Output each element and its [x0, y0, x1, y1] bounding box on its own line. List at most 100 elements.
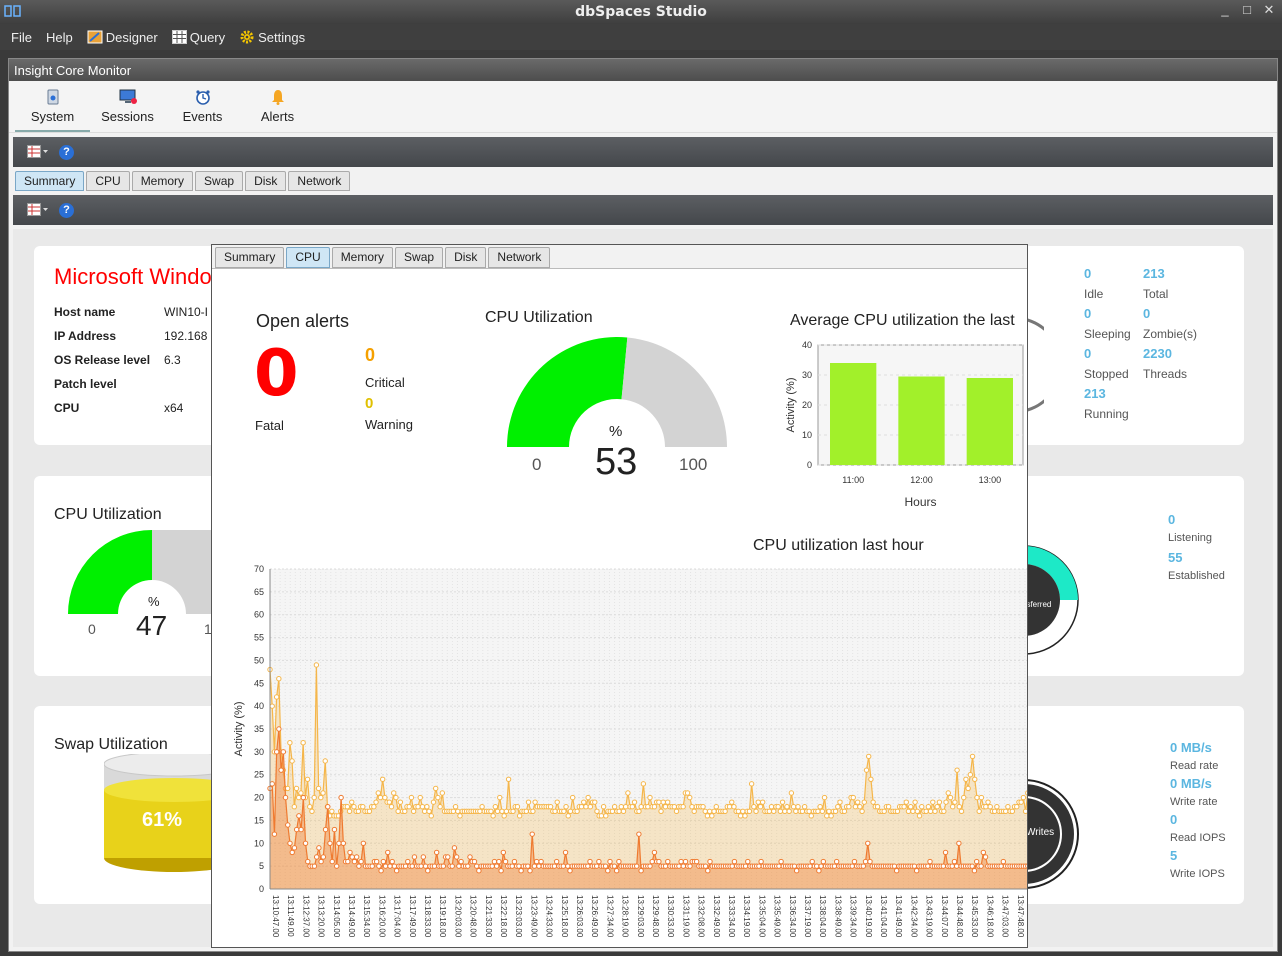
help-icon[interactable]: ? — [59, 144, 74, 160]
os-title: Microsoft Windo — [54, 264, 212, 289]
summary-toolbar: ? — [13, 195, 1273, 225]
menu-settings[interactable]: Settings — [232, 29, 312, 45]
tab-memory[interactable]: Memory — [131, 171, 194, 191]
series-0-point — [320, 790, 326, 796]
line-x-tick-13: 13:20:48.00 — [469, 895, 478, 938]
series-1-point — [458, 858, 464, 865]
overlay-tab-cpu[interactable]: CPU — [286, 247, 330, 268]
series-0-point — [603, 813, 609, 819]
series-0-point — [574, 808, 580, 814]
series-1-point — [536, 863, 542, 869]
series-1-point — [662, 863, 669, 869]
line-y-tick-5: 25 — [254, 770, 264, 780]
series-1-point — [833, 858, 840, 865]
series-1-point — [793, 868, 800, 874]
series-0-point — [311, 794, 317, 801]
series-1-point — [973, 858, 980, 865]
series-1-point — [560, 863, 567, 869]
series-0-point — [583, 804, 589, 810]
line-y-tick-8: 40 — [254, 701, 264, 711]
series-1-point — [500, 849, 507, 856]
overlay-tab-disk[interactable]: Disk — [445, 247, 487, 268]
nav-system[interactable]: System — [15, 81, 90, 132]
series-0-point — [766, 808, 773, 814]
overlay-tab-swap[interactable]: Swap — [395, 247, 444, 268]
menu-bar: File Help Designer Query Settings — [0, 24, 1282, 50]
line-x-tick-3: 13:13:20.00 — [317, 895, 326, 938]
series-0-point — [881, 808, 887, 814]
series-0-point — [958, 808, 965, 814]
line-x-tick-35: 13:37:19.00 — [803, 895, 812, 938]
series-0-point — [748, 781, 755, 787]
series-0-point — [903, 799, 909, 805]
layout-menu-icon[interactable] — [27, 203, 49, 217]
table-icon — [171, 30, 187, 44]
series-0-point — [611, 804, 618, 810]
series-0-point — [788, 790, 795, 796]
overlay-tab-network[interactable]: Network — [488, 247, 551, 268]
series-0-point — [313, 662, 320, 668]
menu-file[interactable]: File — [11, 29, 32, 45]
series-0-point — [382, 794, 388, 801]
series-0-point — [625, 790, 631, 796]
line-x-tick-16: 13:23:03.00 — [514, 895, 523, 938]
series-0-point — [371, 804, 377, 810]
line-y-tick-12: 60 — [254, 610, 264, 620]
series-0-point — [366, 808, 373, 814]
series-1-point — [940, 863, 947, 869]
tab-cpu[interactable]: CPU — [86, 171, 130, 191]
series-0-point — [421, 808, 428, 814]
series-0-point — [631, 799, 638, 805]
series-0-point — [943, 799, 949, 805]
layout-menu-icon[interactable] — [27, 145, 49, 159]
series-0-point — [530, 808, 536, 814]
series-0-point — [947, 794, 954, 801]
line-chart-title: CPU utilization last hour — [753, 537, 924, 554]
system-info-list: Host name WIN10-I IP Address 192.168 OS Re… — [54, 305, 209, 415]
overlay-tab-memory[interactable]: Memory — [331, 247, 394, 268]
menu-help[interactable]: Help — [45, 29, 73, 45]
line-x-tick-41: 13:41:49.00 — [894, 895, 903, 938]
series-0-point — [919, 804, 925, 810]
tab-swap[interactable]: Swap — [195, 171, 244, 191]
series-0-point — [293, 785, 300, 792]
close-button[interactable]: ✕ — [1263, 2, 1275, 17]
series-1-point — [502, 858, 509, 865]
series-0-point — [510, 808, 516, 814]
series-1-point — [385, 849, 391, 856]
series-1-point — [925, 863, 931, 869]
nav-sessions[interactable]: Sessions — [90, 81, 165, 132]
series-1-point — [980, 849, 987, 856]
maximize-button[interactable]: □ — [1243, 2, 1251, 17]
series-1-point — [431, 863, 438, 869]
overlay-tab-summary[interactable]: Summary — [215, 247, 285, 268]
nav-alerts[interactable]: Alerts — [240, 81, 315, 132]
cpu-gauge-large — [507, 337, 727, 447]
process-ring — [1013, 316, 1044, 414]
line-x-tick-34: 13:36:34.00 — [788, 895, 797, 938]
menu-query[interactable]: Query — [165, 30, 232, 45]
series-0-point — [284, 785, 291, 792]
series-1-point — [820, 858, 827, 865]
line-x-tick-40: 13:41:04.00 — [879, 895, 888, 938]
series-1-point — [425, 868, 431, 874]
tab-network[interactable]: Network — [288, 171, 351, 191]
series-0-point — [1022, 808, 1027, 814]
series-1-point — [849, 863, 855, 869]
series-0-point — [501, 813, 507, 819]
tab-disk[interactable]: Disk — [245, 171, 287, 191]
series-0-point — [826, 808, 832, 814]
help-icon[interactable]: ? — [59, 202, 74, 218]
minimize-button[interactable]: _ — [1221, 2, 1229, 17]
series-1-point — [405, 858, 411, 865]
series-1-point — [665, 858, 671, 865]
tab-summary[interactable]: Summary — [15, 171, 85, 191]
series-1-point — [647, 863, 653, 869]
series-0-point — [351, 804, 357, 810]
series-1-point — [382, 863, 389, 869]
menu-designer[interactable]: Designer — [80, 29, 165, 45]
nav-events[interactable]: Events — [165, 81, 240, 132]
series-0-point — [850, 794, 856, 801]
series-1-point — [471, 858, 478, 865]
series-0-point — [702, 808, 708, 814]
